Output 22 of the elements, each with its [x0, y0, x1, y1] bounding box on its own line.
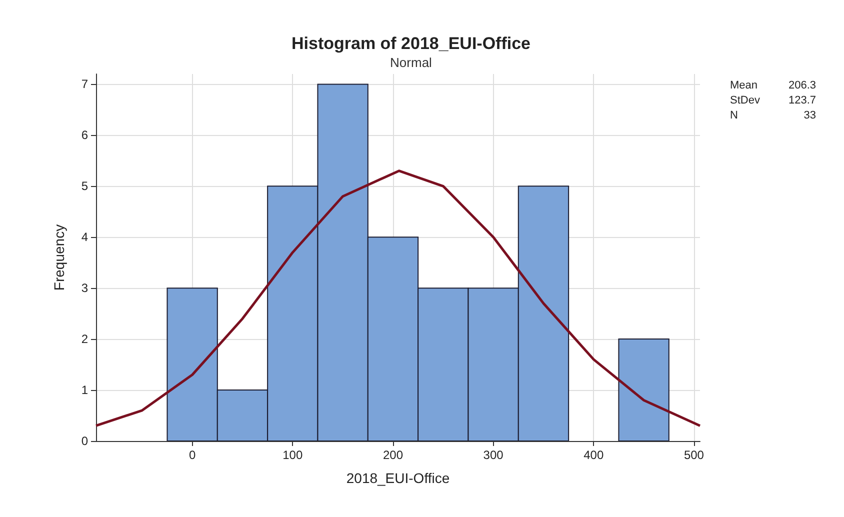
y-tick-label: 3 [81, 281, 88, 296]
x-tick-label: 400 [584, 448, 604, 462]
chart-title: Histogram of 2018_EUI-Office [291, 34, 531, 53]
x-tick-label: 500 [684, 448, 704, 462]
text: StDev 123.7 [730, 94, 816, 106]
y-tick-label: 6 [81, 128, 88, 142]
x-tick-label: 200 [382, 448, 404, 462]
chart-subtitle: Normal [390, 55, 432, 70]
text: N 33 [730, 110, 816, 122]
y-tick-label: 1 [81, 383, 88, 398]
y-tick-label: 0 [81, 434, 88, 448]
y-tick-label: 4 [81, 230, 88, 244]
line-series [94, 170, 702, 427]
y-tick-label: 5 [81, 179, 88, 194]
text: Mean 206.3 [730, 80, 816, 92]
x-tick-label: 300 [483, 448, 504, 462]
x-axis-title: 2018_EUI-Office [346, 470, 450, 486]
y-axis-title: Frequency [51, 224, 67, 291]
y-tick-label: 7 [81, 77, 88, 92]
x-tick-label: 100 [282, 448, 303, 462]
x-tick-label: 0 [188, 448, 196, 462]
y-tick-label: 2 [81, 332, 88, 346]
